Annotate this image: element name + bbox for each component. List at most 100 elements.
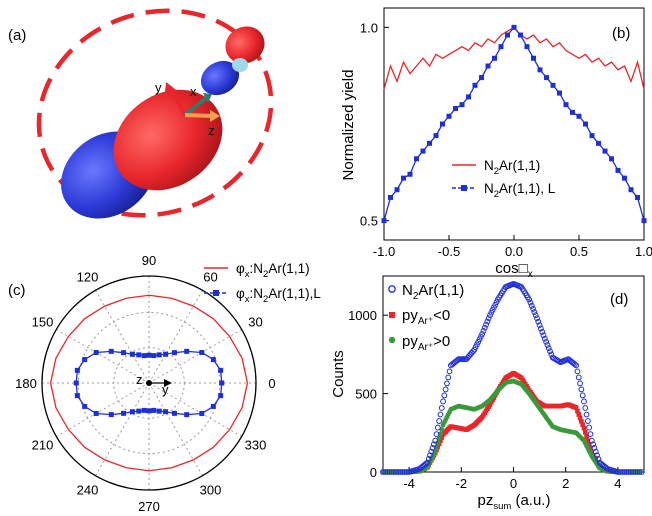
panel-d-point [444,380,450,387]
panel-b-point [505,32,510,38]
panel-d-point [584,434,589,439]
polar-grid-spoke [95,382,150,476]
panel-d-point [423,460,429,467]
panel-b-point [479,75,484,81]
panel-b-letter: (b) [612,25,630,42]
polar-point [93,350,99,356]
panel-b-xtick-label: -0.5 [438,244,460,259]
y-axis-arrow [168,86,187,116]
panel-d-point [483,321,489,328]
panel-b-point [537,67,543,73]
panel-d-point [575,408,580,414]
polar-angle-label: 180 [15,376,37,391]
panel-d-point [437,411,444,418]
x-axis-arrow [183,96,208,117]
panel-b-point [641,218,647,224]
blue-lobe-small [200,60,240,96]
panel-d-point [487,402,493,407]
panel-d-point [539,329,546,335]
panel-b-point [433,133,439,139]
polar-point [184,412,190,418]
panel-b-xtick-label: 0.5 [570,244,588,259]
panel-d-point [582,405,589,411]
panel-d-point [586,424,593,431]
panel-b-point [628,187,634,193]
panel-b-point [401,175,406,181]
panel-d-point [575,374,582,381]
panel-b-point [446,113,452,119]
panel-d-xtick-label: -2 [456,476,468,491]
panel-b-point [388,194,393,200]
label-y: y [155,80,162,95]
polar-angle-label: 90 [142,253,156,268]
panel-d-point [528,302,535,309]
panel-b-point [394,187,400,193]
panel-b-point [459,102,465,108]
panel-b-point [596,140,601,146]
panel-d-point [548,351,555,358]
panel-d-point [544,342,551,348]
polar-point [121,350,127,356]
panel-a-letter: (a) [8,27,26,44]
panel-b-point [531,55,536,61]
panel-b-point [381,218,387,224]
polar-point [171,350,177,356]
panel-b-point [492,55,497,61]
z-axis-arrow [184,113,213,118]
panel-d-point [583,411,590,418]
polar-point [210,403,216,409]
polar-grid-spoke [95,290,150,384]
polar-label-z: z [136,372,143,387]
polar-point [74,367,80,373]
panel-d-xtick-label: 4 [614,476,621,491]
panel-b-point [511,24,517,30]
panel-b-legend: N2Ar(1,1) N2Ar(1,1), L [452,158,556,200]
panel-b-point [563,102,569,108]
panel-d-point [581,425,587,431]
panel-c-legend-0: φx:N2Ar(1,1) [236,261,310,280]
polar-point [151,353,157,359]
panel-d-point [470,348,476,355]
polar-point [108,348,114,354]
panel-c-legend: φx:N2Ar(1,1) φx:N2Ar(1,1),L [204,261,321,305]
panel-d-point [590,441,597,448]
polar-grid-spoke [56,382,150,437]
panel-d-xtick-label: 2 [562,476,569,491]
panel-d-point [638,469,645,475]
label-x: x [190,84,197,99]
panel-d-point [585,438,591,443]
panel-d-point [526,296,533,303]
panel-d-ytick-label: 1000 [348,308,377,323]
panel-b: (b) Normalized yield cos□x -1.0 -0.5 0.0 0.… [340,7,652,280]
panel-b-point [453,106,458,112]
panel-b-point [622,175,627,181]
panel-b-frame [383,7,645,241]
polar-point [136,352,142,358]
panel-b-ytick-label: 1.0 [360,20,378,35]
panel-d-legend-0: N2Ar(1,1) [402,282,464,302]
panel-d-point [438,405,445,411]
polar-angle-label: 210 [32,438,54,453]
panel-d-legend-1: pyAr⁺<0 [402,307,450,327]
rotation-path-dashed [36,8,274,218]
polar-point [82,357,88,363]
polar-grid-spoke [148,382,203,476]
panel-b-point [498,44,504,50]
polar-outer-ring [41,275,257,491]
panel-d-point [446,368,453,375]
polar-point [199,350,205,356]
panel-d-xtick-label: 0 [510,476,517,491]
panel-d-point [536,322,543,329]
polar-point [129,409,135,415]
panel-d-point [540,332,547,339]
red-lobe-small [225,26,265,64]
panel-d-point [532,312,539,319]
panel-d-point [441,392,448,399]
polar-grid-spoke [148,290,203,384]
panel-b-point [635,194,640,200]
panel-d-point [595,456,602,462]
polar-angle-label: 300 [200,483,222,498]
panel-d-xlabel: pzsum (a.u.) [478,492,551,512]
panel-d-point [577,415,583,421]
